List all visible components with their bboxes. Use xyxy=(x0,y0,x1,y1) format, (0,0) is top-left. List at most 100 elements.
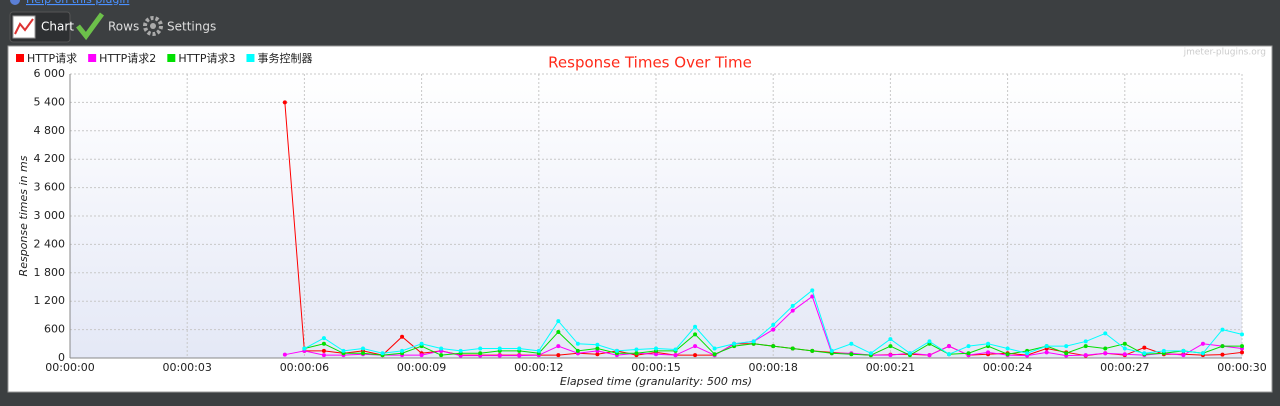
data-point xyxy=(654,346,658,351)
data-point xyxy=(673,353,678,358)
legend-swatch xyxy=(88,54,97,62)
data-point xyxy=(693,353,698,358)
data-point xyxy=(1122,341,1127,346)
data-point xyxy=(575,348,580,353)
data-point xyxy=(1103,346,1108,351)
y-tick-label: 4 200 xyxy=(34,152,66,165)
data-point xyxy=(361,346,365,351)
data-point xyxy=(1122,346,1127,351)
x-axis-label: Elapsed time (granularity: 500 ms) xyxy=(560,375,752,388)
y-tick-label: 3 600 xyxy=(34,181,66,194)
data-point xyxy=(888,353,893,358)
data-point xyxy=(1122,352,1127,357)
data-point xyxy=(1142,351,1147,356)
x-tick-label: 00:00:30 xyxy=(1217,361,1266,374)
data-point xyxy=(1044,344,1049,349)
y-tick-label: 5 400 xyxy=(34,95,66,108)
data-point xyxy=(790,303,795,308)
data-point xyxy=(439,353,444,358)
legend-swatch xyxy=(16,54,24,62)
settings-button[interactable]: Settings xyxy=(143,16,216,36)
data-point xyxy=(400,334,405,339)
y-tick-label: 600 xyxy=(44,323,65,336)
data-point xyxy=(790,308,795,313)
data-point xyxy=(380,351,385,356)
data-point xyxy=(810,294,815,299)
button-label: Settings xyxy=(167,20,216,34)
data-point xyxy=(302,346,307,351)
data-point xyxy=(966,351,971,356)
data-point xyxy=(868,351,873,356)
data-point xyxy=(1142,345,1147,350)
x-tick-label: 00:00:24 xyxy=(983,361,1032,374)
data-point xyxy=(478,351,483,356)
data-point xyxy=(1103,331,1108,336)
x-tick-label: 00:00:00 xyxy=(45,361,94,374)
legend-swatch xyxy=(167,54,176,62)
data-point xyxy=(400,348,405,353)
data-point xyxy=(712,352,717,357)
data-point xyxy=(1064,351,1069,356)
data-point xyxy=(595,352,600,357)
data-point xyxy=(478,346,483,351)
data-point xyxy=(771,344,776,349)
data-point xyxy=(497,353,502,358)
data-point xyxy=(1200,341,1205,346)
help-link[interactable]: Help on this plugin xyxy=(26,0,129,6)
data-point xyxy=(536,348,541,353)
data-point xyxy=(1044,350,1049,355)
legend-swatch xyxy=(246,54,255,62)
data-point xyxy=(556,329,561,334)
y-tick-label: 2 400 xyxy=(34,237,66,250)
data-point xyxy=(497,346,502,351)
data-point xyxy=(595,342,600,347)
data-point xyxy=(1200,351,1205,356)
rows-button[interactable]: Rows xyxy=(76,12,139,41)
series-line xyxy=(284,295,1243,357)
data-point xyxy=(1240,350,1244,355)
data-point xyxy=(829,348,834,353)
data-point xyxy=(771,327,776,332)
data-point xyxy=(986,350,991,355)
data-point xyxy=(1181,353,1186,358)
legend-label: HTTP请求3 xyxy=(178,52,235,65)
data-point xyxy=(1083,344,1088,349)
legend-label: 事务控制器 xyxy=(257,51,312,65)
x-tick-label: 00:00:03 xyxy=(162,361,211,374)
data-point xyxy=(790,346,795,351)
watermark: jmeter-plugins.org xyxy=(1183,48,1266,58)
data-point xyxy=(1240,344,1244,349)
data-point xyxy=(1083,339,1088,344)
y-tick-label: 1 200 xyxy=(34,294,66,307)
x-tick-label: 00:00:06 xyxy=(280,361,329,374)
data-point xyxy=(771,322,776,327)
data-point xyxy=(947,352,951,357)
data-point xyxy=(634,351,639,356)
data-point xyxy=(321,353,326,358)
data-point xyxy=(614,348,619,353)
y-tick-label: 4 800 xyxy=(34,124,66,137)
data-point xyxy=(419,341,424,346)
data-point xyxy=(321,348,326,353)
data-point xyxy=(849,352,854,357)
data-point xyxy=(732,341,737,346)
data-point xyxy=(751,339,756,344)
x-tick-label: 00:00:12 xyxy=(514,361,563,374)
chart-button[interactable]: Chart xyxy=(9,11,74,43)
data-point xyxy=(810,348,815,353)
data-point xyxy=(282,352,287,357)
data-point xyxy=(927,353,932,358)
data-point xyxy=(907,351,912,356)
data-point xyxy=(693,344,698,349)
data-point xyxy=(888,344,893,349)
data-point xyxy=(1220,352,1225,357)
button-label: Rows xyxy=(108,20,139,34)
data-point xyxy=(693,332,698,337)
data-point xyxy=(321,341,326,346)
y-tick-label: 1 800 xyxy=(34,266,66,279)
data-point xyxy=(321,336,326,341)
y-tick-label: 3 000 xyxy=(34,209,66,222)
data-point xyxy=(341,348,346,353)
legend-label: HTTP请求2 xyxy=(99,52,156,65)
data-point xyxy=(849,341,854,346)
